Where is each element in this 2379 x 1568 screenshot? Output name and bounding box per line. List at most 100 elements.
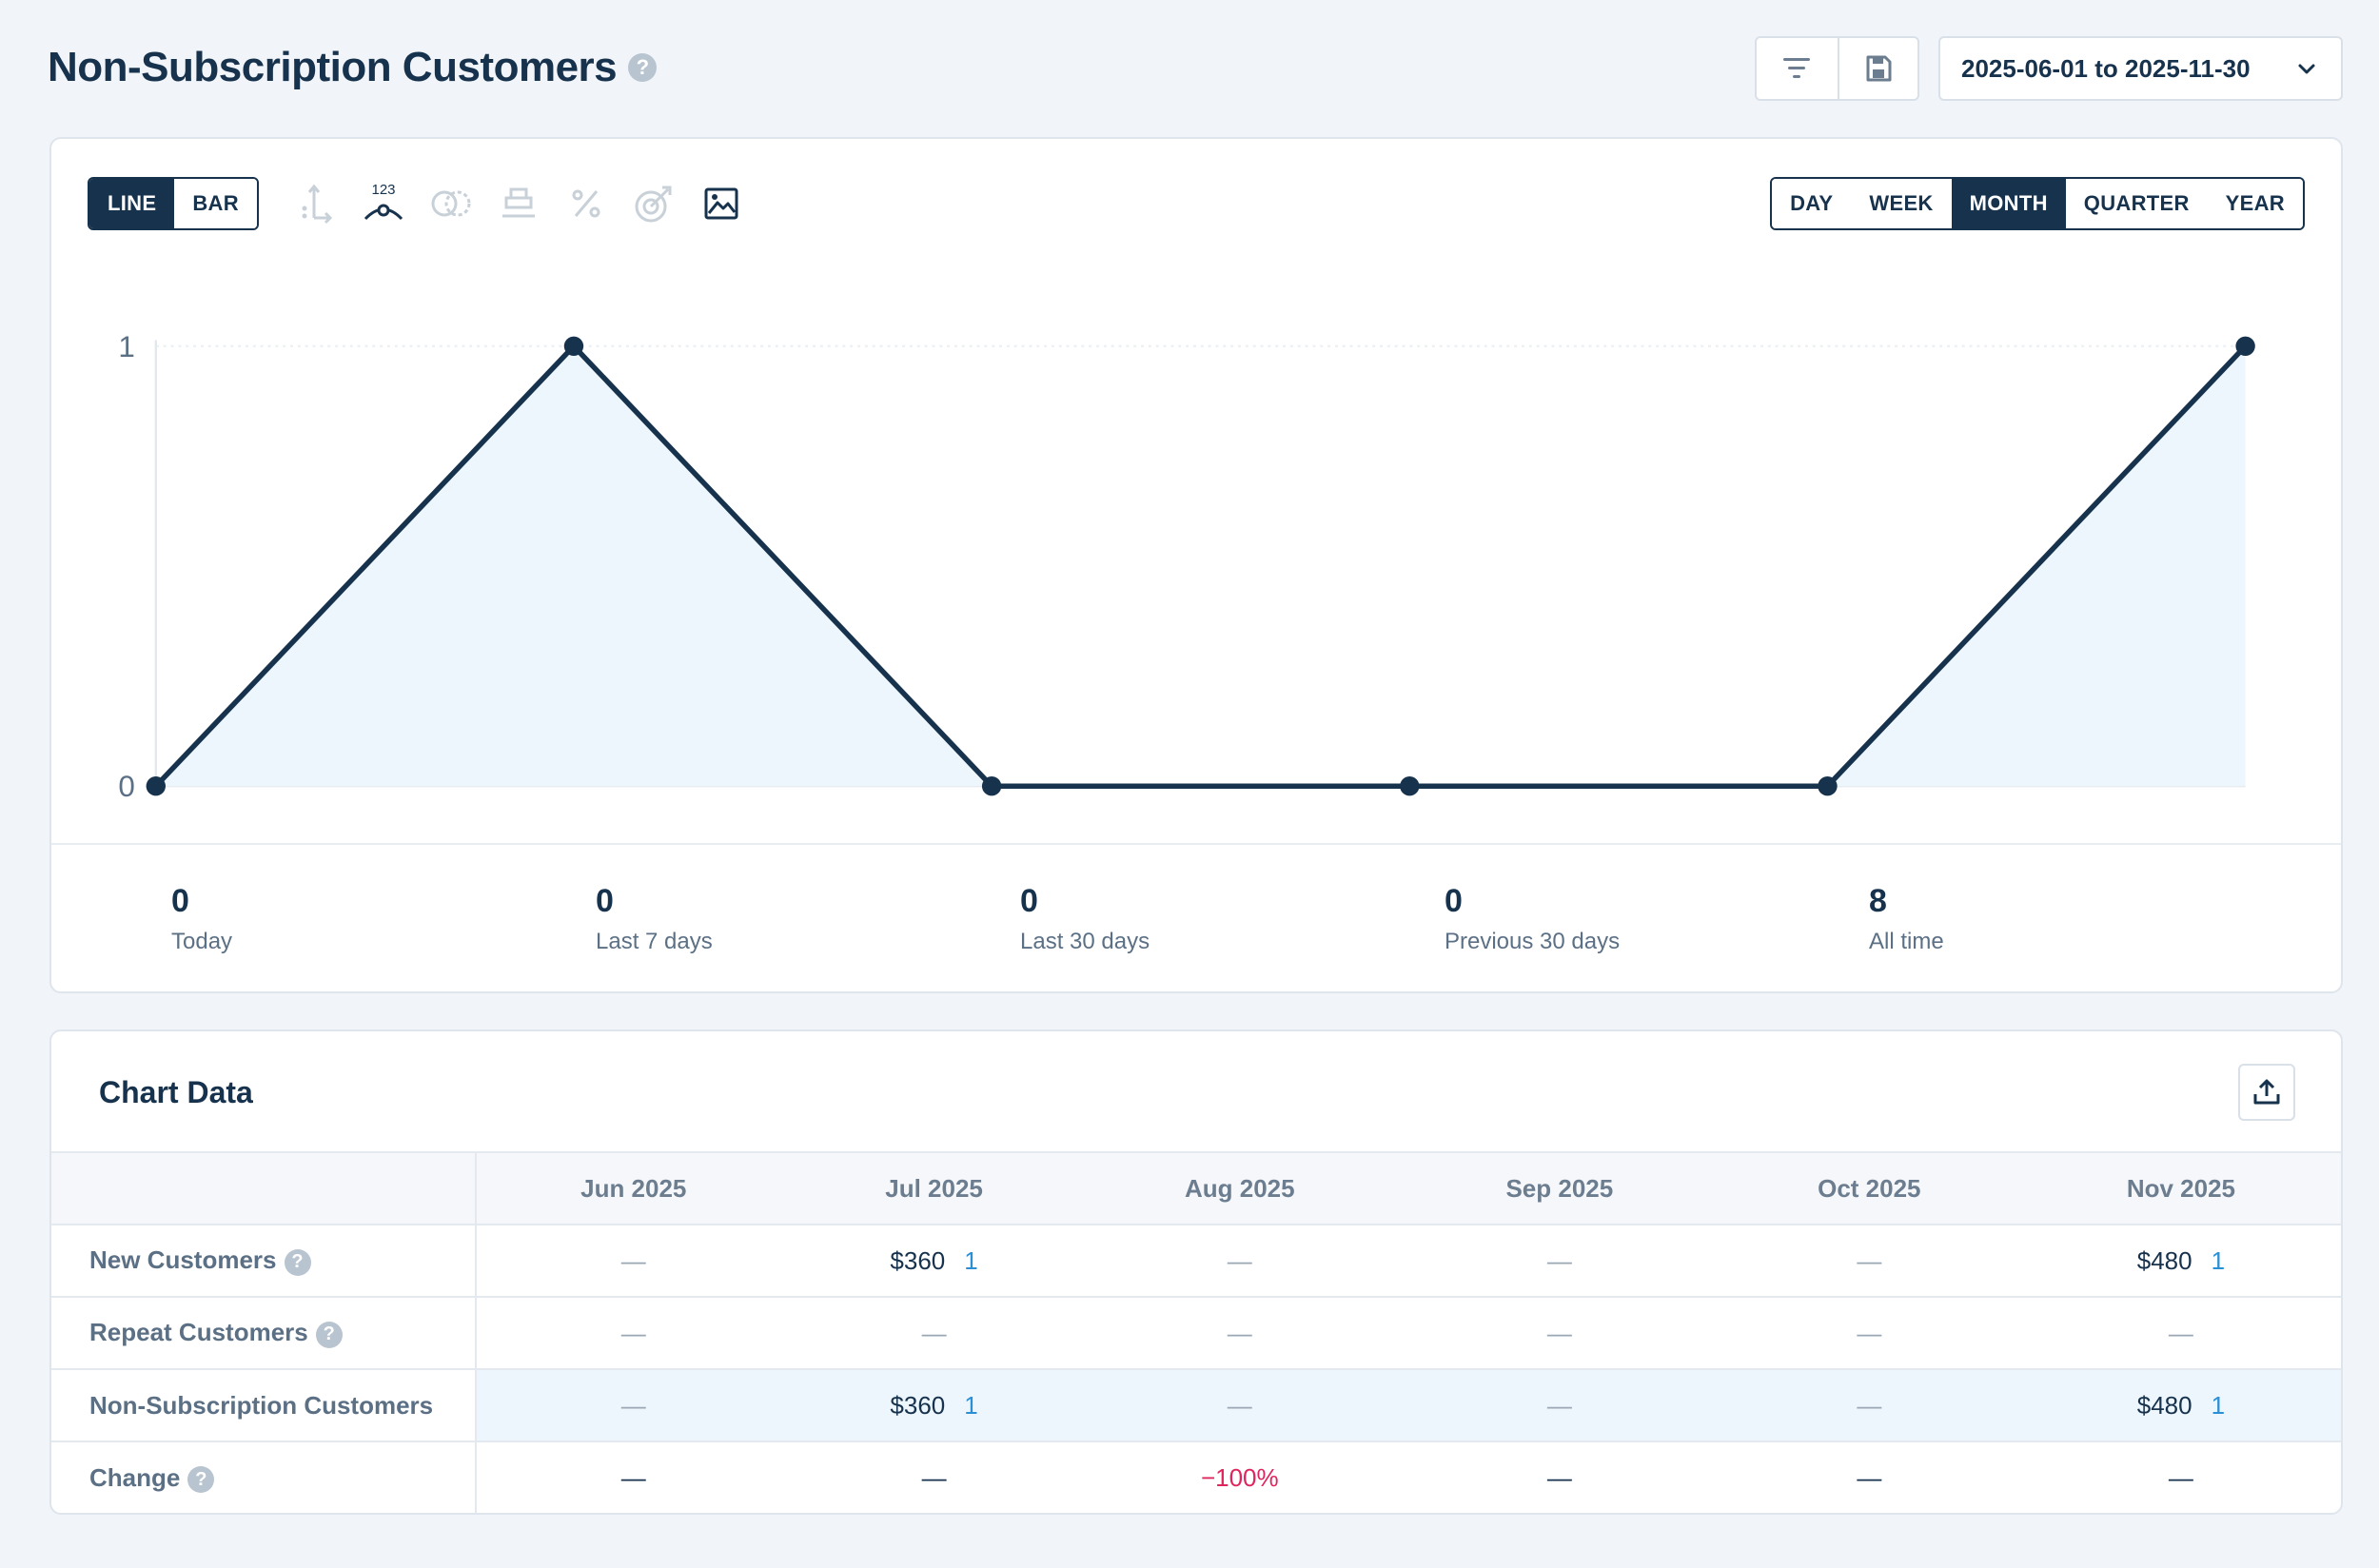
chart-data-table: Jun 2025 Jul 2025 Aug 2025 Sep 2025 Oct … xyxy=(51,1151,2341,1513)
period-year[interactable]: YEAR xyxy=(2207,179,2303,228)
stack-icon xyxy=(501,187,535,218)
table-corner xyxy=(51,1151,477,1225)
chart-tools: 123 xyxy=(282,175,755,232)
column-header: Jul 2025 xyxy=(790,1151,1078,1225)
row-label-text: Non-Subscription Customers xyxy=(89,1390,434,1420)
stack-button[interactable] xyxy=(484,175,552,232)
empty-dash: — xyxy=(1546,1245,1572,1275)
upload-icon xyxy=(2253,1079,2280,1105)
table-cell: — xyxy=(1401,1296,1718,1369)
period-week[interactable]: WEEK xyxy=(1851,179,1952,228)
data-labels-button[interactable]: 123 xyxy=(349,175,417,232)
axis-icon xyxy=(302,184,332,225)
export-button[interactable] xyxy=(2238,1064,2295,1121)
period-month[interactable]: MONTH xyxy=(1951,179,2066,228)
series-line xyxy=(153,343,2248,789)
empty-dash: — xyxy=(1546,1318,1572,1347)
help-icon[interactable]: ? xyxy=(315,1321,343,1348)
table-cell: — xyxy=(476,1296,791,1369)
table-cell: — xyxy=(476,1441,791,1513)
table-cell: — xyxy=(1717,1296,2021,1369)
chart-type-toggle: LINE BAR xyxy=(88,177,259,230)
chart-type-line[interactable]: LINE xyxy=(89,179,175,228)
empty-dash: — xyxy=(620,1245,646,1275)
chart-type-bar[interactable]: BAR xyxy=(174,179,257,228)
empty-dash: — xyxy=(1857,1318,1882,1347)
table-cell: — xyxy=(790,1441,1078,1513)
cell-change-dash: — xyxy=(1857,1463,1882,1492)
table-row: Repeat Customers? — — — — — — xyxy=(51,1296,2341,1369)
area-fill xyxy=(155,345,2246,787)
stat-label: Last 30 days xyxy=(1020,929,1150,954)
data-labels-text: 123 xyxy=(371,182,395,198)
table-cell: — xyxy=(476,1368,791,1441)
compare-button[interactable] xyxy=(417,175,484,232)
help-icon[interactable]: ? xyxy=(628,53,658,82)
data-point xyxy=(1818,776,1838,796)
row-label: New Customers? xyxy=(51,1224,477,1297)
stat-all-time: 8 All time xyxy=(1869,885,1944,955)
stat-last-30-days: 0 Last 30 days xyxy=(1020,885,1150,955)
period-toggle: DAY WEEK MONTH QUARTER YEAR xyxy=(1770,177,2305,230)
cell-count-link[interactable]: 1 xyxy=(964,1390,978,1420)
cell-count-link[interactable]: 1 xyxy=(964,1245,978,1275)
cell-change-dash: — xyxy=(1546,1463,1572,1492)
filter-icon xyxy=(1783,58,1811,78)
goal-button[interactable] xyxy=(619,175,687,232)
empty-dash: — xyxy=(2168,1318,2193,1347)
table-cell: — xyxy=(1401,1441,1718,1513)
period-day[interactable]: DAY xyxy=(1772,179,1852,228)
image-export-button[interactable] xyxy=(687,175,755,232)
table-header-row: Jun 2025 Jul 2025 Aug 2025 Sep 2025 Oct … xyxy=(51,1151,2341,1225)
chart-data-title: Chart Data xyxy=(99,1075,253,1109)
table-cell: — xyxy=(1717,1224,2021,1297)
period-quarter[interactable]: QUARTER xyxy=(2065,179,2208,228)
cell-amount: $360 xyxy=(890,1245,946,1275)
empty-dash: — xyxy=(921,1318,947,1347)
cell-change-dash: — xyxy=(2168,1463,2193,1492)
column-header: Nov 2025 xyxy=(2020,1151,2341,1225)
column-header: Jun 2025 xyxy=(476,1151,791,1225)
axis-button[interactable] xyxy=(282,175,349,232)
table-cell: $360 1 xyxy=(790,1224,1078,1297)
table-cell: — xyxy=(1077,1224,1402,1297)
stat-previous-30-days: 0 Previous 30 days xyxy=(1445,885,1620,955)
cell-count-link[interactable]: 1 xyxy=(2211,1245,2226,1275)
header-actions xyxy=(1755,36,1919,101)
table-cell: $360 1 xyxy=(790,1368,1078,1441)
empty-dash: — xyxy=(1227,1318,1252,1347)
table-cell: — xyxy=(1401,1368,1718,1441)
table-cell: $480 1 xyxy=(2020,1368,2341,1441)
table-cell: −100% xyxy=(1077,1441,1402,1513)
stat-value: 8 xyxy=(1869,883,1887,919)
column-header: Sep 2025 xyxy=(1401,1151,1718,1225)
help-icon[interactable]: ? xyxy=(187,1466,215,1494)
cell-change-dash: — xyxy=(921,1463,947,1492)
stat-value: 0 xyxy=(171,883,189,919)
cell-change-negative: −100% xyxy=(1200,1463,1279,1492)
stat-label: All time xyxy=(1869,929,1944,954)
data-point xyxy=(1400,776,1420,796)
percent-button[interactable] xyxy=(552,175,619,232)
cell-amount: $360 xyxy=(890,1390,946,1420)
save-icon xyxy=(1866,55,1892,82)
date-range-select[interactable]: 2025-06-01 to 2025-11-30 xyxy=(1938,36,2343,101)
empty-dash: — xyxy=(1857,1245,1882,1275)
empty-dash: — xyxy=(1546,1390,1572,1420)
stat-value: 0 xyxy=(1445,883,1463,919)
empty-dash: — xyxy=(620,1318,646,1347)
stat-label: Previous 30 days xyxy=(1445,929,1621,954)
filter-button[interactable] xyxy=(1757,38,1838,99)
stats-row: 0 Today 0 Last 7 days 0 Last 30 days 0 P… xyxy=(51,843,2341,993)
table-cell: — xyxy=(1717,1368,2021,1441)
data-point xyxy=(981,776,1002,796)
column-header: Aug 2025 xyxy=(1077,1151,1402,1225)
cell-count-link[interactable]: 1 xyxy=(2211,1390,2226,1420)
stat-value: 0 xyxy=(596,883,614,919)
table-row: Change? — — −100% — — — xyxy=(51,1441,2341,1513)
stat-label: Today xyxy=(171,929,233,954)
save-button[interactable] xyxy=(1837,38,1918,99)
page-title: Non-Subscription Customers xyxy=(48,44,618,90)
help-icon[interactable]: ? xyxy=(284,1248,311,1276)
table-cell: — xyxy=(790,1296,1078,1369)
